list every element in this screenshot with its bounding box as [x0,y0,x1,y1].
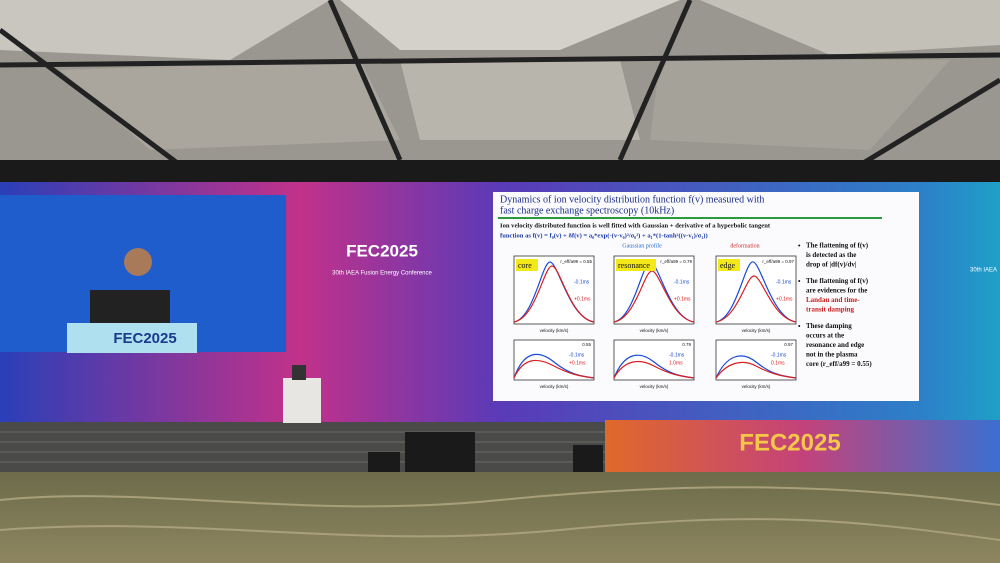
legend-early: -0.1ms [574,279,590,285]
bullet-line: not in the plasma [806,351,858,359]
bullet-line: core (r_eff/a99 = 0.55) [806,360,872,368]
intro: Ion velocity distributed function is wel… [500,223,771,230]
lectern [283,378,321,423]
panel-ratio: r_eff/a99 = 0.55 [560,259,592,264]
panel-name: edge [720,261,736,270]
ceiling-panel [650,60,950,150]
bullet-line: is detected as the [806,251,856,259]
wall-conference: 30th IAEA Fusion Energy Conference [332,271,432,277]
legend-late: +0.1ms [674,296,691,302]
speaker-box [573,445,603,473]
panel-tag [516,259,538,271]
screen-podium [67,323,197,353]
curve-red [513,265,595,323]
curve-red [715,361,797,379]
legend-late: 1.0ms [669,360,683,366]
speaker [90,290,170,325]
speaker-head [124,248,152,276]
legend-early: -0.1ms [771,352,787,358]
carpet-pattern [0,486,1000,541]
banner [605,420,1000,472]
plot-frame [513,339,595,381]
gaussian-label: Gaussian profile [622,242,662,249]
steps [0,431,610,463]
ceiling-panel [700,0,1000,55]
x-label: velocity (km/s) [640,328,669,333]
deformation-label: deformation [730,242,759,249]
ceiling-panel [0,0,330,60]
panel-tag [616,259,656,271]
x-label: velocity (km/s) [540,328,569,333]
slide-title: Dynamics of ion velocity distribution fu… [500,194,764,205]
plot-frame [613,339,695,381]
truss [0,160,1000,185]
panel-ratio: r_eff/a99 = 0.97 [762,259,794,264]
legend-late: 0.1ms [771,360,785,366]
monitor [405,432,475,472]
legend-early: -0.1ms [776,279,792,285]
bullet-line: resonance and edge [806,341,864,349]
legend-early: -0.1ms [674,279,690,285]
podium-logo: FEC2025 [113,330,176,347]
bullet-line: are evidences for the [806,287,867,295]
curve-red [613,360,695,379]
bullet-line: transit damping [806,306,855,314]
legend-early: -0.1ms [669,352,685,358]
low-ratio: 0.79 [682,342,691,347]
ceiling-panel [340,0,680,50]
x-label: velocity (km/s) [742,328,771,333]
panel-ratio: r_eff/a99 = 0.79 [660,259,692,264]
bullet-dot: • [798,243,801,250]
x-label: velocity (km/s) [742,384,771,389]
legend-late: +0.1ms [574,296,591,302]
panel-name: resonance [618,261,650,270]
presenter [292,365,306,380]
bullet-dot: • [798,323,801,330]
bullet-line: The flattening of f(v) [806,242,869,250]
bullet-line: These damping [806,322,852,330]
intro: function as f(v) = f₀(v) + δf(v) = a₀*ex… [500,233,708,240]
panel-name: core [518,261,532,270]
x-label: velocity (km/s) [640,384,669,389]
ceiling-panel [60,60,400,150]
legend-late: +0.1ms [776,296,793,302]
legend-early: -0.1ms [569,352,585,358]
speaker-box [368,452,400,474]
legend-late: +0.1ms [569,360,586,366]
curve-red [715,275,797,323]
bullet-line: drop of |df(v)/dv| [806,261,857,269]
curve-red [513,359,595,379]
panel-tag [718,259,740,271]
bullet-line: The flattening of f(v) [806,277,869,285]
floor [0,472,1000,563]
slide-content: Dynamics of ion velocity distribution fu… [498,194,882,389]
x-label: velocity (km/s) [540,384,569,389]
ceiling-beams [0,0,1000,168]
banner-logo: FEC2025 [739,429,840,456]
bullet-line: Landau and time- [806,296,860,304]
low-ratio: 0.97 [784,342,793,347]
slide-title: fast charge exchange spectroscopy (10kHz… [500,205,674,216]
curve-blue [715,261,797,323]
bullet-line: occurs at the [806,332,844,340]
wall-edge-text: 30th IAEA [970,268,997,274]
wall-logo: FEC2025 [346,241,418,260]
ceiling-panel [400,60,640,140]
low-ratio: 0.55 [582,342,591,347]
bullet-dot: • [798,278,801,285]
